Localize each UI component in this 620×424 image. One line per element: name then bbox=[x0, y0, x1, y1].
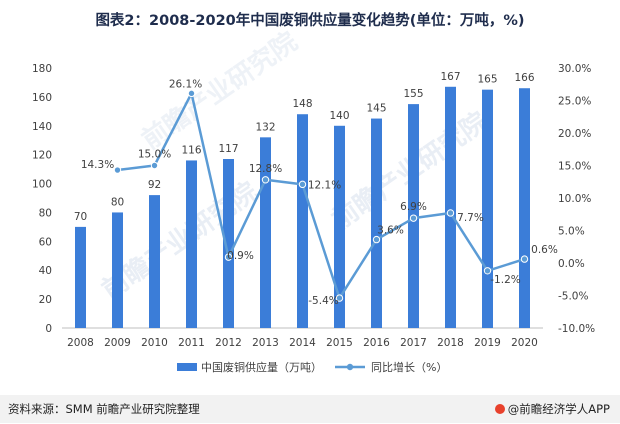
growth-value-label: 12.1% bbox=[308, 179, 341, 191]
bar bbox=[149, 195, 160, 328]
x-tick-label: 2008 bbox=[67, 337, 94, 349]
x-tick-label: 2017 bbox=[400, 337, 427, 349]
bar-value-label: 140 bbox=[329, 110, 349, 122]
y-left-tick-label: 120 bbox=[32, 150, 52, 162]
y-right-tick-label: 5.0% bbox=[558, 226, 585, 238]
bar-value-label: 167 bbox=[440, 71, 460, 83]
brand-logo-icon bbox=[494, 404, 505, 414]
bar-value-label: 116 bbox=[181, 144, 201, 156]
y-left-tick-label: 0 bbox=[45, 323, 52, 335]
growth-point bbox=[520, 255, 529, 263]
growth-value-label: 3.6% bbox=[377, 225, 404, 237]
x-tick-label: 2020 bbox=[511, 337, 538, 349]
growth-point bbox=[261, 176, 270, 184]
bar-value-label: 132 bbox=[255, 121, 275, 133]
growth-value-label: 6.9% bbox=[400, 201, 427, 213]
x-tick-label: 2014 bbox=[289, 337, 316, 349]
bar-value-label: 145 bbox=[366, 103, 386, 115]
y-left-tick-label: 80 bbox=[39, 207, 52, 219]
bar bbox=[260, 137, 271, 328]
x-tick-label: 2015 bbox=[326, 337, 353, 349]
growth-point bbox=[372, 235, 381, 244]
bar bbox=[445, 86, 456, 329]
bar-value-label: 92 bbox=[148, 179, 161, 191]
x-tick-label: 2010 bbox=[141, 337, 168, 349]
growth-point bbox=[150, 161, 159, 170]
legend-bar-label: 中国废铜供应量（万吨） bbox=[201, 360, 322, 374]
bar bbox=[75, 226, 86, 328]
y-left-tick-label: 140 bbox=[32, 121, 52, 133]
growth-line bbox=[117, 92, 525, 300]
watermark-text: 前瞻产业研究院 bbox=[136, 26, 303, 156]
growth-point bbox=[113, 166, 122, 174]
bar-value-label: 117 bbox=[218, 143, 238, 155]
y-right-tick-label: -10.0% bbox=[558, 323, 595, 335]
growth-value-label: 14.3% bbox=[81, 159, 114, 171]
legend-line-label: 同比增长（%） bbox=[371, 360, 447, 374]
x-tick-label: 2012 bbox=[215, 337, 242, 349]
y-left-tick-label: 60 bbox=[39, 236, 52, 248]
bar-value-label: 70 bbox=[74, 211, 87, 223]
growth-value-label: 26.1% bbox=[169, 78, 202, 90]
bar bbox=[297, 114, 308, 328]
growth-point bbox=[409, 214, 418, 222]
y-left-tick-label: 160 bbox=[32, 92, 52, 104]
growth-value-label: 0.6% bbox=[531, 244, 558, 256]
y-right-tick-label: 10.0% bbox=[558, 193, 591, 205]
bar bbox=[519, 88, 530, 328]
y-left-tick-label: 180 bbox=[32, 63, 52, 75]
y-right-tick-label: 30.0% bbox=[558, 63, 591, 75]
y-left-tick-label: 100 bbox=[32, 179, 52, 191]
growth-point bbox=[483, 267, 492, 275]
x-tick-label: 2016 bbox=[363, 337, 390, 349]
growth-value-label: 12.8% bbox=[249, 163, 282, 175]
growth-point bbox=[446, 209, 455, 217]
brand-label: @前瞻经济学人APP bbox=[507, 402, 610, 416]
x-tick-label: 2011 bbox=[178, 337, 205, 349]
y-right-tick-label: 15.0% bbox=[558, 161, 591, 173]
bar-value-label: 166 bbox=[514, 72, 534, 84]
bar bbox=[186, 160, 197, 328]
growth-point bbox=[224, 253, 233, 261]
source-note: 资料来源：SMM 前瞻产业研究院整理 bbox=[8, 402, 200, 416]
bar-value-label: 148 bbox=[292, 98, 312, 110]
growth-value-label: -1.2% bbox=[490, 274, 520, 286]
growth-point bbox=[187, 89, 196, 98]
bar-value-label: 80 bbox=[111, 196, 124, 208]
bar bbox=[334, 125, 345, 329]
growth-value-label: 7.7% bbox=[457, 212, 484, 224]
bar bbox=[223, 159, 234, 328]
chart-title: 图表2：2008-2020年中国废铜供应量变化趋势(单位：万吨，%) bbox=[95, 13, 525, 29]
bar bbox=[482, 89, 493, 329]
growth-value-label: -5.4% bbox=[308, 295, 338, 307]
y-right-tick-label: 25.0% bbox=[558, 96, 591, 108]
bar-value-label: 155 bbox=[403, 88, 423, 100]
growth-point bbox=[298, 180, 307, 189]
x-tick-label: 2009 bbox=[104, 337, 131, 349]
legend-line-marker bbox=[346, 363, 354, 371]
y-left-tick-label: 20 bbox=[39, 294, 52, 306]
growth-value-label: 0.9% bbox=[227, 250, 254, 262]
y-right-tick-label: 20.0% bbox=[558, 128, 591, 140]
x-tick-label: 2019 bbox=[474, 337, 501, 349]
bar bbox=[112, 212, 123, 328]
legend-bar-swatch bbox=[177, 363, 197, 371]
chart-canvas: 前瞻产业研究院前瞻产业研究院前瞻产业研究院0204060801001201401… bbox=[32, 26, 595, 374]
y-left-tick-label: 40 bbox=[39, 265, 52, 277]
brand-credit[interactable]: @前瞻经济学人APP bbox=[494, 401, 610, 417]
x-tick-label: 2018 bbox=[437, 337, 464, 349]
growth-point bbox=[335, 294, 344, 302]
y-right-tick-label: -5.0% bbox=[558, 291, 588, 303]
bar-value-label: 165 bbox=[477, 74, 497, 86]
bar bbox=[371, 118, 382, 328]
footer: 资料来源：SMM 前瞻产业研究院整理 @前瞻经济学人APP bbox=[0, 395, 620, 423]
y-right-tick-label: 0.0% bbox=[558, 258, 585, 270]
growth-value-label: 15.0% bbox=[138, 149, 171, 161]
x-tick-label: 2013 bbox=[252, 337, 279, 349]
